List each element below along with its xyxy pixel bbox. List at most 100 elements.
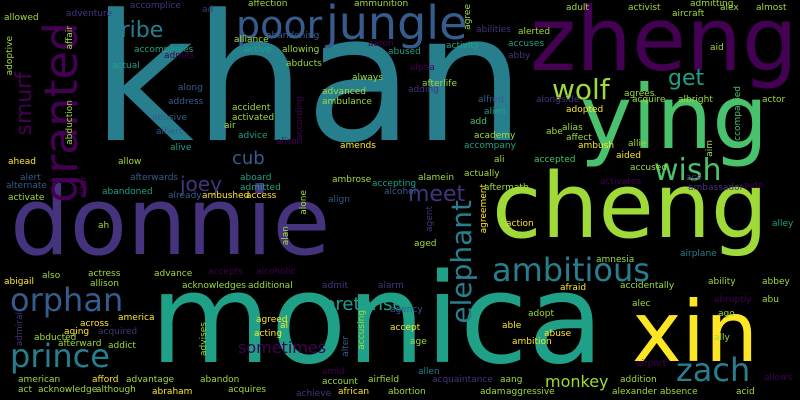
word: amid bbox=[322, 367, 345, 377]
word: sometimes bbox=[238, 338, 327, 357]
word: addition bbox=[620, 375, 657, 385]
word: adoptive bbox=[5, 36, 15, 76]
word: poor bbox=[236, 3, 323, 47]
word: wolf bbox=[552, 73, 610, 106]
word: actual bbox=[112, 61, 140, 71]
word: adopt bbox=[528, 309, 554, 319]
word: accusing bbox=[357, 310, 367, 350]
word: abandoned bbox=[102, 187, 153, 197]
word: smurf bbox=[12, 72, 37, 136]
word: alone bbox=[299, 190, 309, 215]
word: abduction bbox=[65, 100, 75, 145]
word: abducts bbox=[286, 59, 322, 69]
word: airfield bbox=[368, 375, 400, 385]
word: ambitious bbox=[492, 251, 650, 289]
word: african bbox=[338, 387, 370, 397]
word: alter bbox=[341, 336, 351, 357]
word: acknowledges bbox=[182, 281, 246, 291]
word: aircraft bbox=[672, 9, 705, 19]
word: american bbox=[18, 375, 61, 385]
word: accompanied bbox=[733, 86, 743, 147]
word: afterward bbox=[58, 339, 102, 349]
word: address bbox=[168, 97, 204, 107]
word: aggressive bbox=[506, 387, 555, 397]
word: able bbox=[502, 321, 522, 331]
word: ah bbox=[98, 221, 110, 231]
word: albright bbox=[678, 95, 713, 105]
word: aim bbox=[705, 140, 715, 157]
word: actor bbox=[762, 95, 786, 105]
word: ali bbox=[494, 155, 505, 165]
word: airport bbox=[636, 359, 667, 369]
word: acquire bbox=[632, 95, 666, 105]
word: monica bbox=[150, 248, 604, 392]
word: alarm bbox=[378, 281, 404, 291]
word: abuse bbox=[544, 329, 572, 339]
word: ad bbox=[202, 5, 214, 15]
word: ambush bbox=[578, 141, 615, 151]
word: xin bbox=[632, 283, 759, 381]
word: account bbox=[322, 377, 358, 387]
word: allowed bbox=[4, 13, 39, 23]
word: abbey bbox=[762, 277, 790, 287]
word: allie bbox=[628, 139, 647, 149]
word: adding bbox=[408, 85, 439, 95]
word: ability bbox=[708, 277, 736, 287]
word: tribe bbox=[112, 18, 164, 43]
word: alliance bbox=[234, 35, 269, 45]
word: aided bbox=[616, 151, 641, 161]
word: accompanies bbox=[134, 45, 194, 55]
word: along bbox=[178, 83, 203, 93]
word: alison bbox=[276, 137, 303, 147]
word: elephant bbox=[445, 200, 478, 324]
word: monkey bbox=[545, 372, 609, 391]
word: meet bbox=[408, 182, 466, 207]
word: abandon bbox=[200, 375, 240, 385]
word: pretense bbox=[324, 294, 404, 315]
word: adventure bbox=[66, 9, 113, 19]
word: advance bbox=[154, 269, 193, 279]
word: alias bbox=[562, 123, 583, 133]
word: ambition bbox=[512, 337, 552, 347]
word: accepting bbox=[372, 179, 417, 189]
word: abandoning bbox=[266, 31, 320, 41]
word: ahead bbox=[8, 157, 36, 167]
word: advanced bbox=[322, 87, 366, 97]
word: cheng bbox=[492, 154, 769, 259]
word: accept bbox=[390, 323, 421, 333]
word: act bbox=[18, 385, 32, 395]
word: ying bbox=[580, 66, 769, 169]
word: air bbox=[224, 121, 236, 131]
word: get bbox=[668, 66, 705, 91]
word: advises bbox=[199, 322, 209, 356]
word: action bbox=[506, 219, 534, 229]
word: afterwards bbox=[130, 173, 179, 183]
word: ace bbox=[686, 173, 703, 183]
word: zach bbox=[676, 351, 751, 389]
word: abe bbox=[546, 127, 563, 137]
word: accuses bbox=[508, 39, 545, 49]
word: ambrose bbox=[332, 175, 372, 185]
word: always bbox=[352, 73, 383, 83]
word: admitted bbox=[240, 183, 281, 193]
word: actually bbox=[464, 169, 500, 179]
word: allow bbox=[118, 157, 142, 167]
word: admits bbox=[164, 51, 195, 61]
word: aftermath bbox=[484, 183, 529, 193]
word: activated bbox=[232, 113, 275, 123]
word: zheng bbox=[530, 0, 798, 91]
word: agree bbox=[463, 4, 473, 30]
word: ago bbox=[718, 309, 735, 319]
word: adopted bbox=[566, 105, 604, 115]
word: abigail bbox=[4, 277, 34, 287]
word: aboard bbox=[240, 173, 272, 183]
word: abraham bbox=[152, 387, 193, 397]
word: affair bbox=[65, 26, 75, 50]
word: adult bbox=[566, 3, 589, 13]
word: agreed bbox=[256, 315, 288, 325]
word: alfred bbox=[478, 95, 504, 105]
word: ambushed bbox=[202, 191, 250, 201]
word: albert bbox=[156, 127, 183, 137]
word: although bbox=[96, 385, 136, 395]
